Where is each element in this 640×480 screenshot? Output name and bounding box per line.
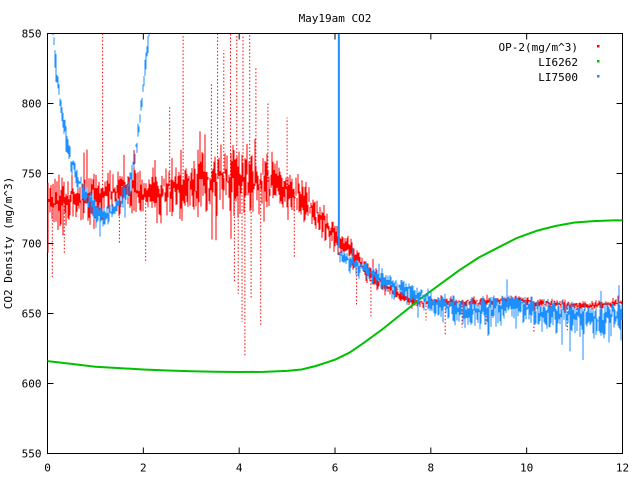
svg-text:800: 800 <box>22 98 42 111</box>
legend-label-li6262: LI6262 <box>538 56 578 69</box>
svg-text:0: 0 <box>44 462 51 475</box>
legend: OP-2(mg/m^3) LI6262 LI7500 <box>499 41 600 84</box>
svg-text:4: 4 <box>236 462 243 475</box>
svg-text:2: 2 <box>140 462 147 475</box>
svg-text:6: 6 <box>332 462 339 475</box>
svg-text:12: 12 <box>616 462 629 475</box>
axes: 0 2 4 6 8 10 12 550 600 650 700 750 800 850 <box>22 28 630 475</box>
svg-text:750: 750 <box>22 168 42 181</box>
plot-area <box>47 34 623 373</box>
svg-text:700: 700 <box>22 238 42 251</box>
svg-text:850: 850 <box>22 28 42 41</box>
svg-text:650: 650 <box>22 308 42 321</box>
svg-text:550: 550 <box>22 448 42 461</box>
legend-label-li7500: LI7500 <box>538 71 578 84</box>
legend-label-op2: OP-2(mg/m^3) <box>499 41 578 54</box>
chart-title: May19am CO2 <box>299 12 372 25</box>
svg-text:10: 10 <box>520 462 533 475</box>
y-axis-label: CO2 Density (mg/m^3) <box>2 177 15 309</box>
svg-text:600: 600 <box>22 378 42 391</box>
legend-marker-dots <box>597 45 600 78</box>
svg-text:8: 8 <box>428 462 435 475</box>
